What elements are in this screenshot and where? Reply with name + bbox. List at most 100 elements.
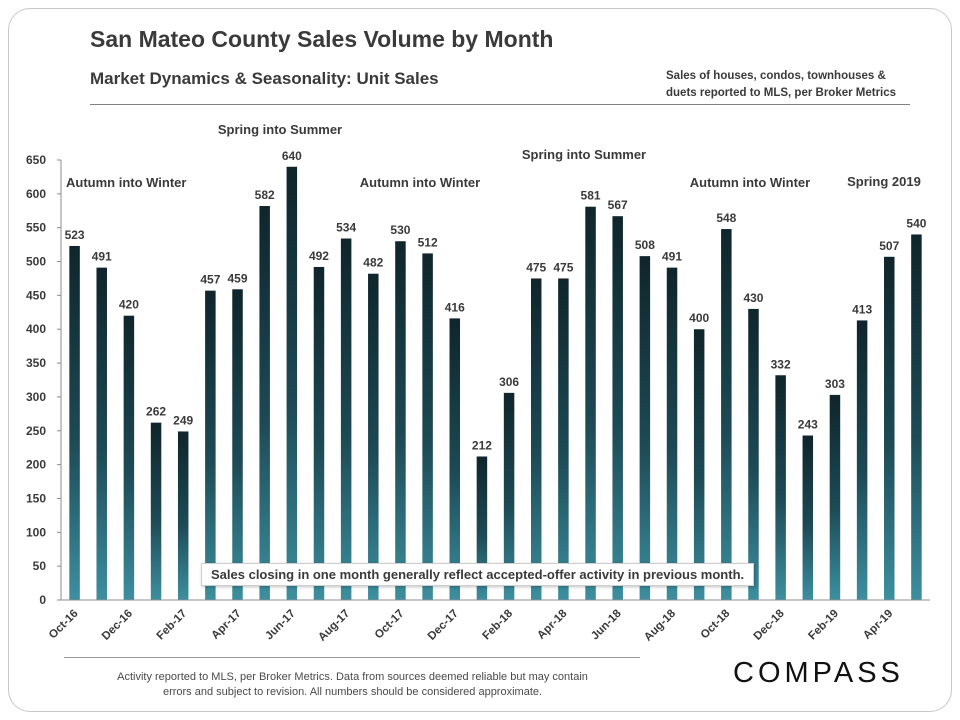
season-annotation-4: Spring into Summer	[522, 147, 646, 162]
y-tick-label-0: 0	[39, 593, 46, 607]
x-tick-label-Feb-18: Feb-18	[480, 607, 515, 642]
bar-value-label-Oct-17: 530	[390, 223, 410, 237]
bar-value-label-Sep-18: 400	[689, 311, 709, 325]
header-divider	[90, 104, 910, 105]
bar-value-label-May-19: 540	[906, 216, 926, 230]
season-annotation-6: Spring 2019	[847, 174, 921, 189]
x-tick-label-Apr-18: Apr-18	[535, 607, 570, 642]
bar-Oct-18	[721, 229, 732, 601]
bar-value-label-Nov-16: 491	[92, 250, 112, 264]
bar-value-label-Dec-18: 332	[771, 357, 791, 371]
bar-value-label-Jun-17: 640	[282, 149, 302, 163]
x-tick-label-Feb-17: Feb-17	[155, 608, 190, 643]
x-tick-label-Feb-19: Feb-19	[806, 608, 841, 643]
y-tick-label-500: 500	[26, 255, 46, 269]
x-tick-label-Aug-17: Aug-17	[316, 608, 352, 644]
bar-Oct-16	[69, 245, 80, 600]
bar-value-label-Sep-17: 482	[363, 256, 383, 270]
source-note-line-2: duets reported to MLS, per Broker Metric…	[666, 87, 897, 99]
footer-line-1: Activity reported to MLS, per Broker Met…	[117, 671, 588, 683]
footer-line-2: errors and subject to revision. All numb…	[162, 686, 543, 698]
bar-value-label-Aug-17: 534	[336, 221, 356, 235]
bar-value-label-Jan-18: 212	[472, 438, 492, 452]
bar-Nov-17	[422, 253, 433, 601]
bar-Feb-19	[829, 394, 841, 600]
x-tick-label-Jun-18: Jun-18	[589, 607, 624, 642]
bar-value-label-Dec-17: 416	[445, 300, 465, 314]
y-tick-label-100: 100	[26, 525, 46, 539]
bar-value-label-Oct-16: 523	[65, 228, 85, 242]
bar-Nov-18	[748, 308, 759, 600]
bar-value-label-May-18: 581	[581, 189, 601, 203]
bar-Jun-17	[286, 166, 298, 600]
bar-Oct-17	[395, 241, 406, 601]
bar-Jul-17	[313, 266, 325, 600]
bar-value-label-Feb-19: 303	[825, 377, 845, 391]
bar-Sep-17	[368, 273, 379, 600]
x-tick-label-Aug-18: Aug-18	[642, 607, 678, 643]
bar-value-label-Nov-17: 512	[418, 235, 438, 249]
x-tick-label-Oct-18: Oct-18	[699, 607, 733, 641]
bar-Nov-16	[96, 267, 107, 600]
bar-Mar-17	[205, 290, 216, 600]
y-tick-label-250: 250	[26, 424, 46, 438]
footer-disclaimer: Activity reported to MLS, per Broker Met…	[60, 670, 645, 700]
footer-divider	[64, 657, 640, 658]
y-tick-label-200: 200	[26, 458, 46, 472]
bar-Dec-17	[449, 318, 461, 600]
bar-Jun-18	[612, 216, 623, 600]
y-tick-label-450: 450	[26, 288, 46, 302]
y-tick-label-350: 350	[26, 356, 46, 370]
bar-Dec-16	[123, 315, 135, 600]
bar-value-label-Mar-17: 457	[200, 273, 220, 287]
x-tick-label-Apr-19: Apr-19	[861, 608, 895, 642]
page-subtitle: Market Dynamics & Seasonality: Unit Sale…	[90, 69, 439, 88]
bar-Jan-18	[476, 456, 488, 600]
bar-Aug-17	[340, 238, 352, 600]
season-annotation-1: Autumn into Winter	[66, 175, 186, 190]
bar-value-label-Mar-18: 475	[526, 260, 546, 274]
bar-value-label-Feb-18: 306	[499, 375, 519, 389]
chart-callout: Sales closing in one month generally ref…	[201, 563, 755, 586]
source-note-line-1: Sales of houses, condos, townhouses &	[666, 70, 886, 82]
bar-Jan-17	[150, 422, 162, 600]
bar-value-label-Mar-19: 413	[852, 302, 872, 316]
season-annotation-5: Autumn into Winter	[690, 175, 810, 190]
bar-value-label-Jan-17: 262	[146, 405, 166, 419]
y-tick-label-50: 50	[33, 559, 47, 573]
bar-Jan-19	[802, 435, 814, 600]
x-tick-label-Oct-16: Oct-16	[47, 608, 81, 642]
bar-Apr-17	[232, 289, 243, 600]
x-tick-label-Jun-17: Jun-17	[263, 608, 298, 643]
bar-May-17	[259, 206, 270, 600]
bar-Jul-18	[639, 256, 651, 600]
source-note: Sales of houses, condos, townhouses & du…	[666, 68, 896, 102]
x-tick-label-Dec-17: Dec-17	[426, 608, 461, 643]
bar-Feb-17	[177, 431, 189, 600]
bar-value-label-Nov-18: 430	[743, 291, 763, 305]
y-tick-label-650: 650	[26, 153, 46, 167]
bar-value-label-Aug-18: 491	[662, 250, 682, 264]
x-tick-label-Dec-18: Dec-18	[752, 607, 788, 643]
bar-Apr-18	[558, 278, 569, 600]
bar-Aug-18	[666, 267, 678, 600]
y-tick-label-550: 550	[26, 221, 46, 235]
y-tick-label-600: 600	[26, 187, 46, 201]
bar-value-label-Jul-17: 492	[309, 249, 329, 263]
bar-Mar-18	[530, 278, 542, 600]
bar-value-label-Apr-19: 507	[879, 239, 899, 253]
x-tick-label-Dec-16: Dec-16	[100, 608, 135, 643]
bar-May-19	[911, 234, 922, 600]
bar-value-label-May-17: 582	[255, 188, 275, 202]
bar-Mar-19	[856, 320, 868, 600]
bar-value-label-Apr-17: 459	[228, 271, 248, 285]
y-tick-label-400: 400	[26, 322, 46, 336]
bar-Dec-18	[775, 375, 786, 600]
bar-value-label-Jun-18: 567	[608, 198, 628, 212]
bar-value-label-Feb-17: 249	[173, 413, 193, 427]
compass-logo: COMPASS	[733, 657, 904, 689]
bar-May-18	[585, 206, 596, 600]
page-title: San Mateo County Sales Volume by Month	[90, 26, 554, 52]
bar-Apr-19	[884, 256, 895, 600]
